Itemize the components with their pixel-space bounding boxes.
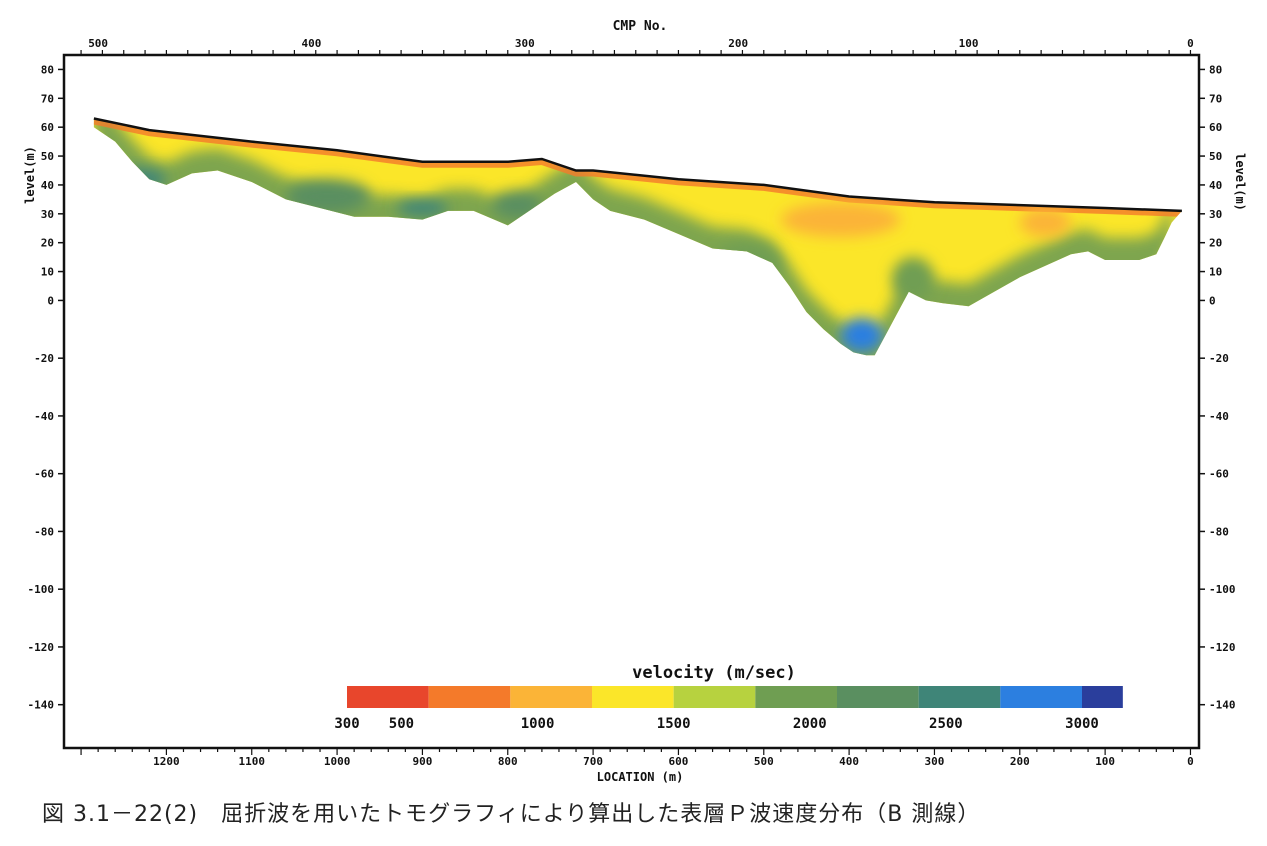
y-tick-label-left: 30 <box>41 208 54 221</box>
top-axis-title: CMP No. <box>613 19 668 34</box>
y-tick-label-left: -60 <box>34 468 54 481</box>
y-axis-title-right: level(m) <box>1233 153 1247 211</box>
y-tick-label-right: 80 <box>1209 63 1222 76</box>
colorbar-swatch <box>428 686 511 708</box>
x-tick-label: 400 <box>839 755 859 768</box>
x-tick-label: 700 <box>583 755 603 768</box>
y-tick-label-right: -40 <box>1209 410 1229 423</box>
y-tick-label-left: -40 <box>34 410 54 423</box>
ground-surface-line <box>93 117 1182 213</box>
axes: 80706050403020100-20-40-60-80-100-120-14… <box>28 37 1236 768</box>
colorbar: 300 500 1000 1500 2000 2500 3000 <box>334 686 1123 732</box>
colorbar-tick-label: 1000 <box>521 716 555 732</box>
colorbar-swatch <box>510 686 592 708</box>
x-tick-label: 1000 <box>324 755 351 768</box>
x-tick-label: 1200 <box>153 755 180 768</box>
velocity-zone-8 <box>780 202 901 237</box>
y-tick-label-right: -60 <box>1209 468 1229 481</box>
x-tick-label: 100 <box>1095 755 1115 768</box>
colorbar-swatch <box>755 686 837 708</box>
colorbar-swatch <box>1082 686 1123 708</box>
y-tick-label-right: 50 <box>1209 150 1222 163</box>
top-tick-label: 400 <box>302 37 322 50</box>
y-tick-label-right: -100 <box>1209 583 1236 596</box>
colorbar-swatch <box>673 686 756 708</box>
velocity-zone-2 <box>396 199 449 217</box>
top-tick-label: 300 <box>515 37 535 50</box>
y-tick-label-left: 50 <box>41 150 54 163</box>
y-tick-label-right: 70 <box>1209 92 1222 105</box>
x-tick-label: 1100 <box>238 755 265 768</box>
velocity-zone-9 <box>1019 208 1071 237</box>
colorbar-swatch <box>347 686 429 708</box>
y-tick-label-left: -100 <box>28 583 55 596</box>
y-tick-label-left: 70 <box>41 92 54 105</box>
y-tick-label-left: -120 <box>28 641 55 654</box>
top-tick-label: 200 <box>728 37 748 50</box>
y-tick-label-left: -140 <box>28 699 55 712</box>
y-tick-label-right: -120 <box>1209 641 1236 654</box>
x-tick-label: 800 <box>498 755 518 768</box>
y-tick-label-left: 40 <box>41 179 54 192</box>
y-tick-label-right: -140 <box>1209 699 1236 712</box>
colorbar-swatch <box>837 686 919 708</box>
y-tick-label-right: 30 <box>1209 208 1222 221</box>
y-tick-label-right: -80 <box>1209 525 1229 538</box>
y-tick-label-right: 60 <box>1209 121 1222 134</box>
y-tick-label-right: 0 <box>1209 294 1216 307</box>
y-tick-label-left: 0 <box>47 294 54 307</box>
y-tick-label-left: 10 <box>41 266 54 279</box>
y-tick-label-left: 80 <box>41 63 54 76</box>
y-tick-label-left: -80 <box>34 525 54 538</box>
x-tick-label: 200 <box>1010 755 1030 768</box>
y-tick-label-left: 60 <box>41 121 54 134</box>
section-surface-skin <box>93 118 1182 217</box>
y-tick-label-left: 20 <box>41 237 54 250</box>
top-tick-label: 100 <box>959 37 979 50</box>
y-tick-label-right: 40 <box>1209 179 1222 192</box>
y-tick-label-right: 10 <box>1209 266 1222 279</box>
y-tick-label-left: -20 <box>34 352 54 365</box>
x-tick-label: 300 <box>925 755 945 768</box>
colorbar-swatch <box>1000 686 1082 708</box>
x-tick-label: 600 <box>668 755 688 768</box>
top-tick-label: 500 <box>88 37 108 50</box>
colorbar-swatch <box>918 686 1001 708</box>
colorbar-tick-label: 2000 <box>793 716 827 732</box>
y-axis-title-left: level(m) <box>23 146 37 204</box>
y-tick-label-right: 20 <box>1209 237 1222 250</box>
x-axis-title: LOCATION (m) <box>597 770 684 784</box>
y-tick-label-right: -20 <box>1209 352 1229 365</box>
colorbar-tick-label: 500 <box>389 716 414 732</box>
colorbar-title: velocity (m/sec) <box>632 663 796 683</box>
velocity-zone-7 <box>891 257 935 301</box>
colorbar-tick-label: 3000 <box>1065 716 1099 732</box>
top-tick-label: 0 <box>1187 37 1194 50</box>
colorbar-swatch <box>592 686 674 708</box>
colorbar-tick-label: 1500 <box>657 716 691 732</box>
colorbar-tick-label: 300 <box>334 716 359 732</box>
velocity-zone-3 <box>840 317 884 353</box>
x-tick-label: 0 <box>1187 755 1194 768</box>
x-tick-label: 500 <box>754 755 774 768</box>
colorbar-tick-label: 2500 <box>929 716 963 732</box>
x-tick-label: 900 <box>412 755 432 768</box>
figure-caption: 図 3.1－22(2) 屈折波を用いたトモグラフィにより算出した表層Ｐ波速度分布… <box>42 802 981 827</box>
